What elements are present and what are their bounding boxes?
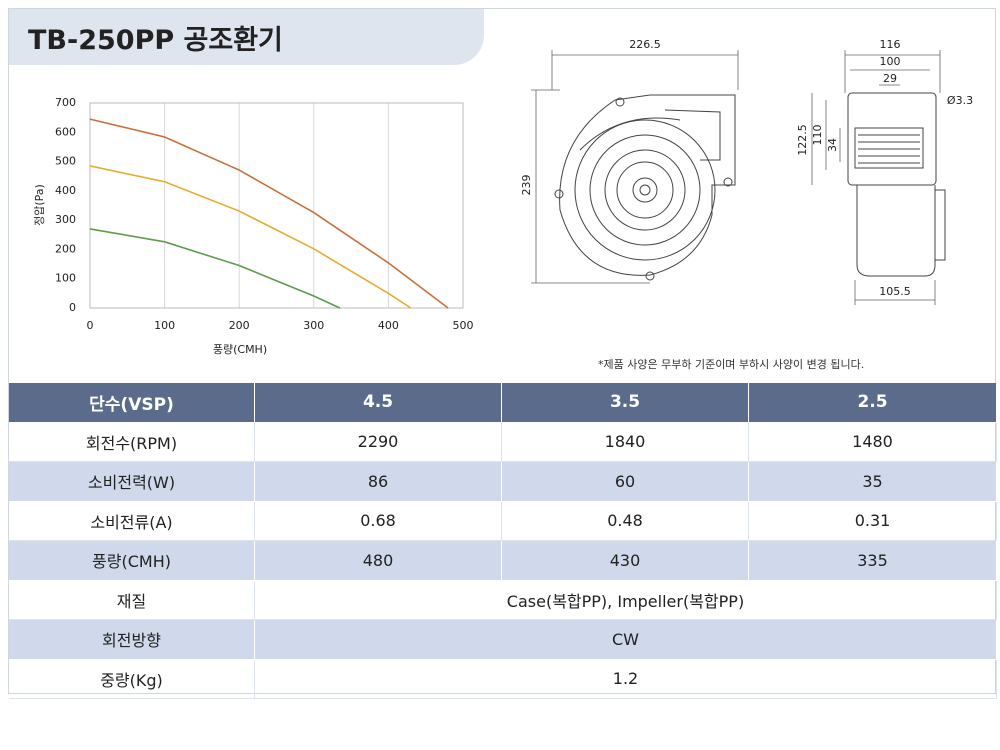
row-label: 중량(Kg) (9, 659, 255, 698)
y-tick-label: 0 (69, 301, 76, 314)
table-cell: 4.5 (255, 383, 502, 422)
x-tick-label: 200 (229, 319, 250, 332)
row-label: 풍량(CMH) (9, 541, 255, 580)
table-cell: 335 (749, 541, 997, 580)
table-cell: 480 (255, 541, 502, 580)
table-row: 단수(VSP) 4.5 3.5 2.5 (9, 383, 997, 423)
y-tick-label: 700 (55, 96, 76, 109)
table-cell: 3.5 (502, 383, 749, 422)
row-label: 소비전력(W) (9, 462, 255, 501)
dimension-label: 105.5 (879, 285, 911, 298)
spec-table: 단수(VSP) 4.5 3.5 2.5 회전수(RPM) 2290 1840 1480 소비전력… (9, 383, 997, 699)
y-tick-label: 500 (55, 155, 76, 168)
x-tick-label: 0 (87, 319, 94, 332)
row-label: 재질 (9, 580, 255, 619)
dimension-label: 116 (880, 38, 901, 51)
table-cell: 1840 (502, 422, 749, 461)
table-cell: 35 (749, 462, 997, 501)
frame (8, 8, 996, 694)
x-tick-label: 500 (453, 319, 474, 332)
row-label: 회전방향 (9, 620, 255, 659)
dimension-label: Ø3.3 (947, 94, 973, 107)
note: *제품 사양은 무부하 기준이며 부하시 사양이 변경 됩니다. (598, 358, 865, 371)
row-label: 회전수(RPM) (9, 422, 255, 461)
table-cell: 60 (502, 462, 749, 501)
y-tick-label: 200 (55, 242, 76, 255)
table-row: 회전수(RPM) 2290 1840 1480 (9, 422, 997, 462)
dimension-label: 29 (883, 72, 897, 85)
table-cell: 430 (502, 541, 749, 580)
table-cell: 2.5 (749, 383, 997, 422)
table-cell: Case(복합PP), Impeller(복합PP) (255, 580, 997, 619)
table-cell: CW (255, 620, 997, 659)
dimension-label: 110 (811, 125, 824, 146)
table-row: 소비전류(A) 0.68 0.48 0.31 (9, 501, 997, 541)
y-tick-label: 600 (55, 125, 76, 138)
table-cell: 0.31 (749, 501, 997, 540)
x-axis-label: 풍량(CMH) (213, 343, 267, 356)
y-tick-label: 300 (55, 213, 76, 226)
x-tick-label: 100 (154, 319, 175, 332)
y-tick-label: 400 (55, 184, 76, 197)
x-tick-label: 300 (303, 319, 324, 332)
y-axis-label: 정압(Pa) (33, 184, 46, 226)
curve (89, 165, 412, 309)
dimension-label: 100 (880, 55, 901, 68)
curve (89, 228, 341, 309)
table-cell: 1480 (749, 422, 997, 461)
drawing: 226.5 239 116 100 29 Ø3.3 122.5 110 34 105.5 (520, 38, 973, 305)
table-row: 풍량(CMH) 480 430 335 (9, 541, 997, 581)
table-row: 재질 Case(복합PP), Impeller(복합PP) (9, 580, 997, 620)
y-tick-label: 100 (55, 272, 76, 285)
front-view (554, 94, 736, 281)
dimension-label: 226.5 (629, 38, 661, 51)
table-cell: 0.48 (502, 501, 749, 540)
dimension-label: 34 (826, 138, 839, 152)
table-cell: 2290 (255, 422, 502, 461)
table-row: 회전방향 CW (9, 620, 997, 660)
dimension-label: 122.5 (796, 124, 809, 156)
row-label: 소비전류(A) (9, 501, 255, 540)
row-label: 단수(VSP) (9, 383, 255, 422)
table-cell: 1.2 (255, 659, 997, 698)
side-view (847, 92, 946, 277)
plot-border (89, 102, 464, 309)
table-row: 중량(Kg) 1.2 (9, 659, 997, 699)
title-tab (9, 9, 484, 65)
x-tick-label: 400 (378, 319, 399, 332)
chart: 풍량(CMH) 정압(Pa) 0 100 200 300 400 500 0 100 200 30… (33, 96, 474, 356)
table-cell: 86 (255, 462, 502, 501)
title: TB-250PP 공조환기 (28, 25, 283, 56)
dimension-lines (531, 50, 941, 305)
dimension-label: 239 (520, 175, 533, 196)
table-cell: 0.68 (255, 501, 502, 540)
curve (89, 118, 449, 309)
table-row: 소비전력(W) 86 60 35 (9, 462, 997, 502)
